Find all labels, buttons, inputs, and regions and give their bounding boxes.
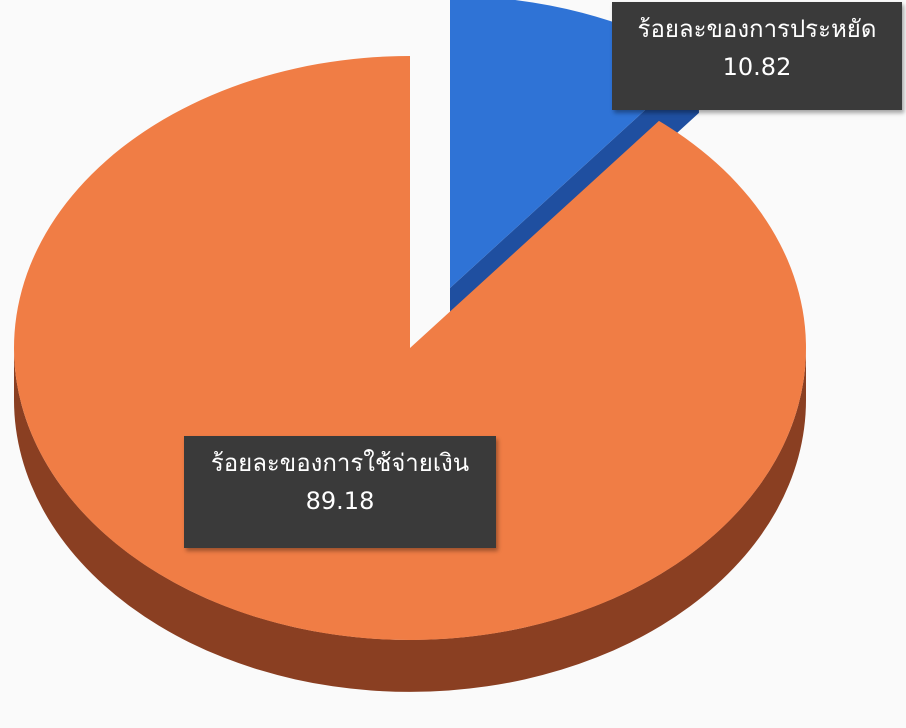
data-label-saving: ร้อยละของการประหยัด 10.82: [612, 2, 902, 110]
data-label-saving-value: 10.82: [618, 48, 896, 86]
data-label-saving-name: ร้อยละของการประหยัด: [618, 10, 896, 48]
pie-slice-spending: [14, 56, 806, 640]
data-label-spending-value: 89.18: [190, 482, 490, 520]
data-label-spending: ร้อยละของการใช้จ่ายเงิน 89.18: [184, 436, 496, 548]
data-label-spending-name: ร้อยละของการใช้จ่ายเงิน: [190, 444, 490, 482]
